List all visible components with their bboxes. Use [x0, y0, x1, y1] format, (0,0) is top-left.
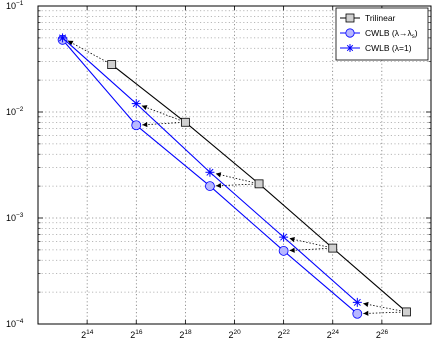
annotation-arrowhead [289, 236, 295, 243]
data-series [57, 33, 411, 319]
y-tick-label: 10−3 [6, 212, 24, 223]
data-point-circle [278, 245, 289, 256]
y-tick-label: 10−1 [6, 0, 24, 11]
annotation-arrowhead [142, 121, 148, 128]
data-point-square [254, 179, 264, 189]
annotation-arrow-line [67, 40, 107, 63]
data-point-square [402, 307, 411, 317]
data-point-star [352, 297, 362, 307]
annotation-arrowhead [363, 301, 369, 308]
data-point-circle [352, 308, 363, 319]
data-point-square [180, 117, 190, 127]
y-tick-label: 10−2 [6, 106, 24, 117]
legend-entry-trilinear: Trilinear [340, 13, 396, 23]
x-tick-label: 214 [81, 329, 94, 340]
legend-entry-cwlb-lambda-s: CWLB (λ→λs) [340, 28, 418, 40]
dotted-arrow-annotations [67, 40, 401, 316]
annotation-arrowhead [289, 247, 295, 253]
x-tick-label: 218 [179, 329, 192, 340]
data-point-square [107, 60, 117, 70]
annotation-arrowhead [215, 182, 222, 189]
legend-star-marker [346, 44, 354, 52]
data-point-star [279, 232, 289, 242]
data-point-star [205, 167, 215, 177]
y-tick-labels: 10−4 10−3 10−2 10−1 [6, 0, 24, 329]
legend-entry-cwlb-lambda-1: CWLB (λ=1) [340, 43, 412, 53]
x-tick-label: 226 [376, 329, 389, 340]
axis-ticks [38, 5, 431, 325]
annotation-arrowhead [67, 40, 74, 46]
x-tick-label: 222 [278, 329, 291, 340]
data-point-star [131, 99, 141, 109]
annotation-arrowhead [363, 310, 369, 316]
annotation-arrow-line [142, 122, 180, 126]
x-tick-labels: 214 216 218 220 222 224 226 [81, 329, 388, 340]
legend-label-trilinear: Trilinear [365, 13, 396, 23]
annotation-arrowhead [141, 105, 148, 110]
x-tick-label: 220 [229, 329, 242, 340]
legend-circle-marker [345, 28, 355, 38]
data-point-square [328, 243, 338, 253]
legend-label-cwlb-lambda-s: CWLB (λ→λs) [365, 28, 418, 40]
annotation-arrow-line [141, 105, 180, 121]
data-point-circle [131, 120, 142, 131]
annotation-arrow-line [363, 311, 401, 314]
legend: Trilinear CWLB (λ→λs) CWLB (λ=1) [335, 7, 429, 61]
annotation-arrowhead [215, 172, 222, 178]
data-point-star [58, 33, 68, 43]
data-point-circle [205, 181, 215, 191]
legend-square-marker [345, 13, 355, 23]
y-tick-label: 10−4 [6, 318, 24, 329]
x-tick-label: 216 [130, 329, 143, 340]
x-tick-label: 224 [327, 329, 340, 340]
annotation-arrow-line [215, 183, 254, 187]
legend-label-cwlb-lambda-1: CWLB (λ=1) [365, 43, 412, 53]
annotation-arrow-line [289, 248, 327, 251]
